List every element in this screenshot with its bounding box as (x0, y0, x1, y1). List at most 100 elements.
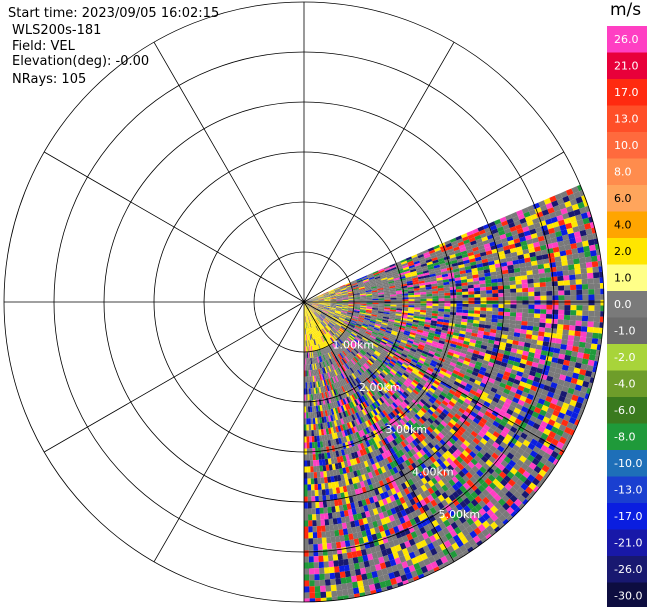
radar-gate (565, 409, 573, 417)
radar-gate (497, 386, 505, 393)
radar-gate (551, 438, 559, 447)
radar-gate (359, 287, 366, 290)
radar-gate (353, 312, 360, 316)
radar-gate (569, 215, 577, 223)
radar-gate (439, 335, 447, 340)
radar-gate (439, 354, 447, 360)
radar-gate (468, 237, 476, 243)
radar-gate (476, 358, 484, 364)
radar-gate (584, 342, 592, 349)
radar-gate (533, 322, 540, 327)
radar-gate (420, 407, 428, 414)
radar-gate (383, 265, 390, 270)
radar-gate (310, 307, 315, 312)
radar-gate (503, 285, 511, 290)
radar-gate (399, 395, 406, 401)
radar-gate (349, 323, 355, 328)
radar-gate (446, 403, 454, 410)
radar-gate (360, 340, 366, 345)
radar-gate (563, 414, 571, 422)
radar-gate (565, 188, 574, 196)
radar-gate (427, 247, 435, 252)
radar-gate (538, 437, 546, 445)
radar-gate (355, 336, 362, 341)
radar-gate (569, 399, 577, 407)
radar-gate (490, 328, 497, 334)
radar-gate (530, 366, 538, 373)
radar-gate (414, 387, 421, 393)
radar-gate (492, 431, 500, 438)
radar-gate (506, 260, 514, 266)
radar-gate (393, 365, 400, 371)
radar-gate (318, 300, 325, 302)
radar-gate (353, 338, 360, 344)
radar-gate (519, 421, 528, 429)
radar-gate (379, 343, 386, 348)
radar-gate (467, 313, 475, 317)
radar-gate (406, 387, 413, 394)
radar-gate (499, 233, 507, 240)
radar-gate (564, 439, 570, 446)
radar-gate (444, 290, 451, 294)
radar-gate (478, 351, 486, 357)
radar-gate (570, 310, 577, 316)
radar-gate (405, 326, 412, 330)
radar-gate (430, 276, 437, 280)
radar-gate (572, 346, 579, 353)
radar-gate (389, 311, 396, 314)
radar-gate (544, 327, 552, 333)
radar-gate (407, 354, 414, 359)
radar-gate (315, 311, 321, 315)
radar-gate (406, 341, 413, 346)
radar-gate (335, 310, 342, 314)
radar-gate (470, 335, 477, 341)
radar-gate (466, 278, 474, 283)
radar-gate (454, 432, 461, 439)
radar-gate (504, 311, 511, 317)
radar-gate (523, 253, 531, 259)
radar-gate (373, 351, 380, 357)
radar-gate (534, 304, 541, 310)
radar-gate (323, 292, 329, 296)
radar-gate (382, 318, 389, 321)
radar-gate (380, 379, 387, 386)
radar-gate (378, 305, 385, 308)
radar-gate (468, 294, 475, 298)
radar-gate (369, 365, 376, 372)
radar-gate (516, 312, 523, 317)
radar-gate (495, 356, 503, 362)
radar-gate (325, 326, 330, 332)
radar-gate (453, 392, 461, 399)
radar-gate (329, 295, 336, 297)
radar-gate (470, 491, 479, 499)
radar-gate (522, 439, 531, 447)
radar-gate (367, 274, 374, 278)
radar-gate (592, 266, 599, 273)
radar-gate (524, 364, 532, 371)
radar-gate (528, 224, 536, 231)
radar-gate (558, 449, 565, 456)
radar-gate (486, 381, 494, 388)
radar-gate (382, 316, 390, 320)
radar-gate (365, 342, 372, 348)
radar-gate (540, 300, 547, 305)
radar-gate (425, 381, 432, 388)
radar-gate (310, 307, 316, 312)
radar-gate (324, 297, 331, 299)
radar-gate (336, 306, 343, 308)
radar-gate (508, 459, 517, 468)
radar-gate (389, 349, 396, 354)
radar-gate (460, 380, 468, 387)
radar-gate (467, 494, 475, 503)
radar-gate (383, 286, 390, 290)
radar-gate (520, 325, 528, 330)
radar-gate (465, 328, 473, 333)
radar-gate (522, 287, 529, 293)
radar-gate (437, 316, 444, 320)
radar-gate (383, 368, 390, 374)
radar-gate (542, 258, 550, 264)
radar-gate (511, 382, 519, 390)
radar-gate (315, 310, 321, 314)
radar-gate (393, 325, 400, 329)
radar-gate (561, 402, 570, 410)
